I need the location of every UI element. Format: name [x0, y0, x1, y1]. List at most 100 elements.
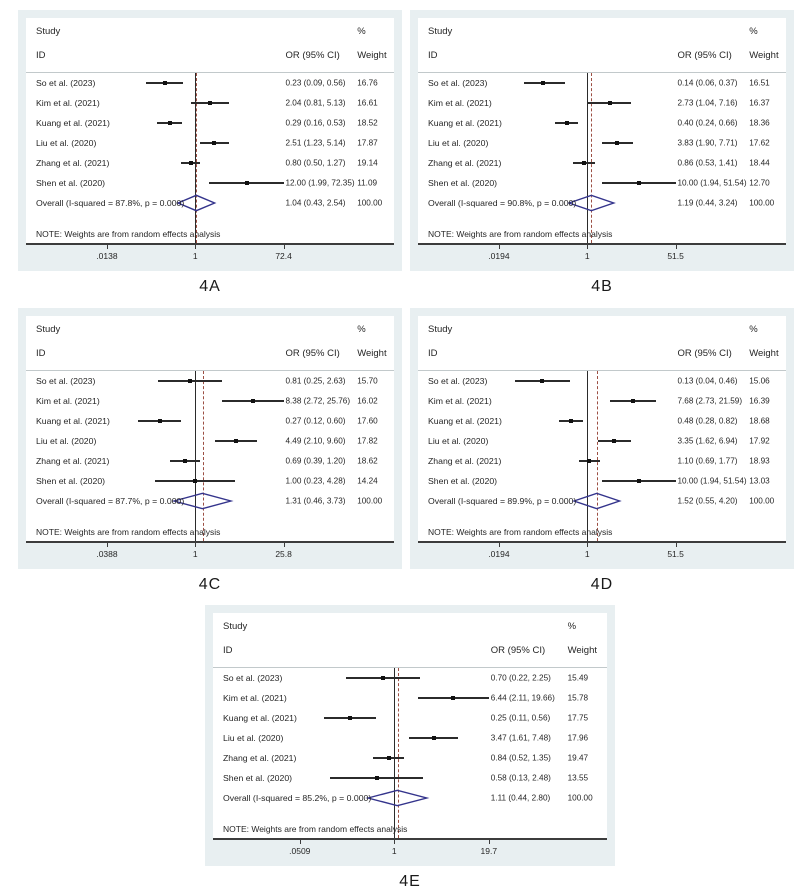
panel-background: Study % ID OR (95% CI) Weight So et al. … — [410, 308, 794, 569]
weight-value: 15.49 — [567, 673, 589, 683]
study-label: Kuang et al. (2021) — [223, 713, 297, 723]
null-effect-line — [195, 371, 197, 541]
study-row: So et al. (2023) 0.81 (0.25, 2.63) 15.70 — [26, 371, 394, 391]
plot-area: Study % ID OR (95% CI) Weight So et al. … — [418, 18, 786, 245]
study-row: Liu et al. (2020) 3.35 (1.62, 6.94) 17.92 — [418, 431, 786, 451]
point-estimate-marker — [183, 459, 188, 463]
axis-tick-min — [299, 840, 301, 844]
or-ci-value: 3.47 (1.61, 7.48) — [490, 733, 551, 743]
weight-value: 16.37 — [749, 98, 770, 108]
header-divider — [26, 72, 394, 73]
point-estimate-marker — [167, 121, 172, 125]
note-text: NOTE: Weights are from random effects an… — [36, 527, 221, 537]
study-row: Zhang et al. (2021) 0.80 (0.50, 1.27) 19.1… — [26, 153, 394, 173]
point-estimate-marker — [162, 81, 167, 85]
study-row: So et al. (2023) 0.14 (0.06, 0.37) 16.51 — [418, 73, 786, 93]
study-row: Kuang et al. (2021) 0.27 (0.12, 0.60) 17.6… — [26, 411, 394, 431]
point-estimate-marker — [568, 419, 573, 423]
overall-estimate-line — [196, 73, 198, 243]
percent-column-header: % — [357, 26, 366, 37]
study-row: Kim et al. (2021) 2.73 (1.04, 7.16) 16.37 — [418, 93, 786, 113]
study-label: Shen et al. (2020) — [428, 178, 498, 188]
plot-region: So et al. (2023) 0.81 (0.25, 2.63) 15.70 Ki… — [26, 371, 394, 541]
header-divider — [418, 72, 786, 73]
plot-area: Study % ID OR (95% CI) Weight So et al. … — [213, 613, 607, 840]
panel-background: Study % ID OR (95% CI) Weight So et al. … — [410, 10, 794, 271]
overall-diamond — [569, 195, 614, 211]
null-effect-line — [587, 371, 589, 541]
weight-value: 100.00 — [749, 496, 775, 506]
axis-tick-max — [675, 245, 677, 249]
overall-label: Overall (I-squared = 85.2%, p = 0.000) — [223, 793, 372, 803]
axis-tick-max — [283, 245, 285, 249]
spacer — [418, 511, 786, 523]
or-ci-value: 0.80 (0.50, 1.27) — [285, 158, 346, 168]
overall-row: Overall (I-squared = 89.9%, p = 0.000) 1.… — [418, 491, 786, 511]
study-row: Kim et al. (2021) 7.68 (2.73, 21.59) 16.39 — [418, 391, 786, 411]
plot-region: So et al. (2023) 0.70 (0.22, 2.25) 15.49 Ki… — [213, 668, 607, 838]
axis-tick-label-max: 72.4 — [275, 251, 292, 261]
weight-value: 13.55 — [567, 773, 589, 783]
point-estimate-marker — [541, 81, 546, 85]
weight-value: 17.87 — [357, 138, 378, 148]
weight-value: 12.70 — [749, 178, 770, 188]
study-label: Liu et al. (2020) — [36, 436, 97, 446]
study-row: Kuang et al. (2021) 0.40 (0.24, 0.66) 18.3… — [418, 113, 786, 133]
overall-diamond — [178, 195, 215, 211]
study-label: So et al. (2023) — [428, 376, 488, 386]
point-estimate-marker — [244, 181, 249, 185]
axis-tick-label-min: .0194 — [488, 251, 510, 261]
weight-value: 100.00 — [357, 198, 383, 208]
x-axis-ticks: .0194 1 51.5 — [418, 543, 786, 569]
axis-tick-label-max: 19.7 — [480, 846, 498, 856]
or-ci-value: 0.81 (0.25, 2.63) — [285, 376, 346, 386]
or-ci-value: 0.25 (0.11, 0.56) — [490, 713, 551, 723]
axis-tick-label-mid: 1 — [192, 549, 198, 559]
study-label: So et al. (2023) — [36, 78, 96, 88]
study-rows: So et al. (2023) 0.23 (0.09, 0.56) 16.76 Ki… — [26, 73, 394, 213]
study-rows: So et al. (2023) 0.13 (0.04, 0.46) 15.06 Ki… — [418, 371, 786, 511]
overall-label: Overall (I-squared = 87.7%, p = 0.000) — [36, 496, 185, 506]
study-label: Liu et al. (2020) — [223, 733, 284, 743]
study-row: Kuang et al. (2021) 0.25 (0.11, 0.56) 17.7… — [213, 708, 607, 728]
study-label: Shen et al. (2020) — [428, 476, 498, 486]
overall-estimate-line — [591, 73, 593, 243]
point-estimate-marker — [431, 736, 436, 740]
weight-value: 16.39 — [749, 396, 770, 406]
id-column-header: ID — [36, 348, 46, 359]
or-ci-value: 0.29 (0.16, 0.53) — [285, 118, 346, 128]
weight-value: 19.14 — [357, 158, 378, 168]
spacer — [418, 213, 786, 225]
overall-row: Overall (I-squared = 87.7%, p = 0.000) 1.… — [26, 491, 394, 511]
study-column-header: Study — [36, 26, 61, 37]
or-ci-value: 0.84 (0.52, 1.35) — [490, 753, 551, 763]
or-ci-value: 0.14 (0.06, 0.37) — [677, 78, 738, 88]
or-ci-value: 12.00 (1.99, 72.35) — [285, 178, 355, 188]
id-column-header: ID — [36, 50, 46, 61]
overall-label: Overall (I-squared = 90.8%, p = 0.000) — [428, 198, 577, 208]
point-estimate-marker — [612, 439, 617, 443]
or-ci-value: 1.00 (0.23, 4.28) — [285, 476, 346, 486]
null-effect-line — [195, 73, 197, 243]
overall-diamond — [574, 493, 620, 509]
point-estimate-marker — [539, 379, 544, 383]
axis-tick-label-min: .0194 — [488, 549, 510, 559]
study-row: Zhang et al. (2021) 0.86 (0.53, 1.41) 18.4… — [418, 153, 786, 173]
study-rows: So et al. (2023) 0.70 (0.22, 2.25) 15.49 Ki… — [213, 668, 607, 808]
null-effect-line — [394, 668, 396, 838]
study-row: Liu et al. (2020) 3.47 (1.61, 7.48) 17.96 — [213, 728, 607, 748]
point-estimate-marker — [251, 399, 256, 403]
study-row: Shen et al. (2020) 10.00 (1.94, 51.54) 13.… — [418, 471, 786, 491]
study-label: Shen et al. (2020) — [223, 773, 293, 783]
weight-value: 16.61 — [357, 98, 378, 108]
axis-tick-label-max: 25.8 — [275, 549, 292, 559]
weight-value: 18.62 — [357, 456, 378, 466]
or-ci-value: 7.68 (2.73, 21.59) — [677, 396, 743, 406]
study-row: Kim et al. (2021) 6.44 (2.11, 19.66) 15.78 — [213, 688, 607, 708]
percent-column-header: % — [749, 324, 758, 335]
point-estimate-marker — [607, 101, 612, 105]
study-label: Kuang et al. (2021) — [36, 118, 110, 128]
header-divider — [26, 370, 394, 371]
weight-value: 18.36 — [749, 118, 770, 128]
axis-tick-min — [498, 245, 500, 249]
